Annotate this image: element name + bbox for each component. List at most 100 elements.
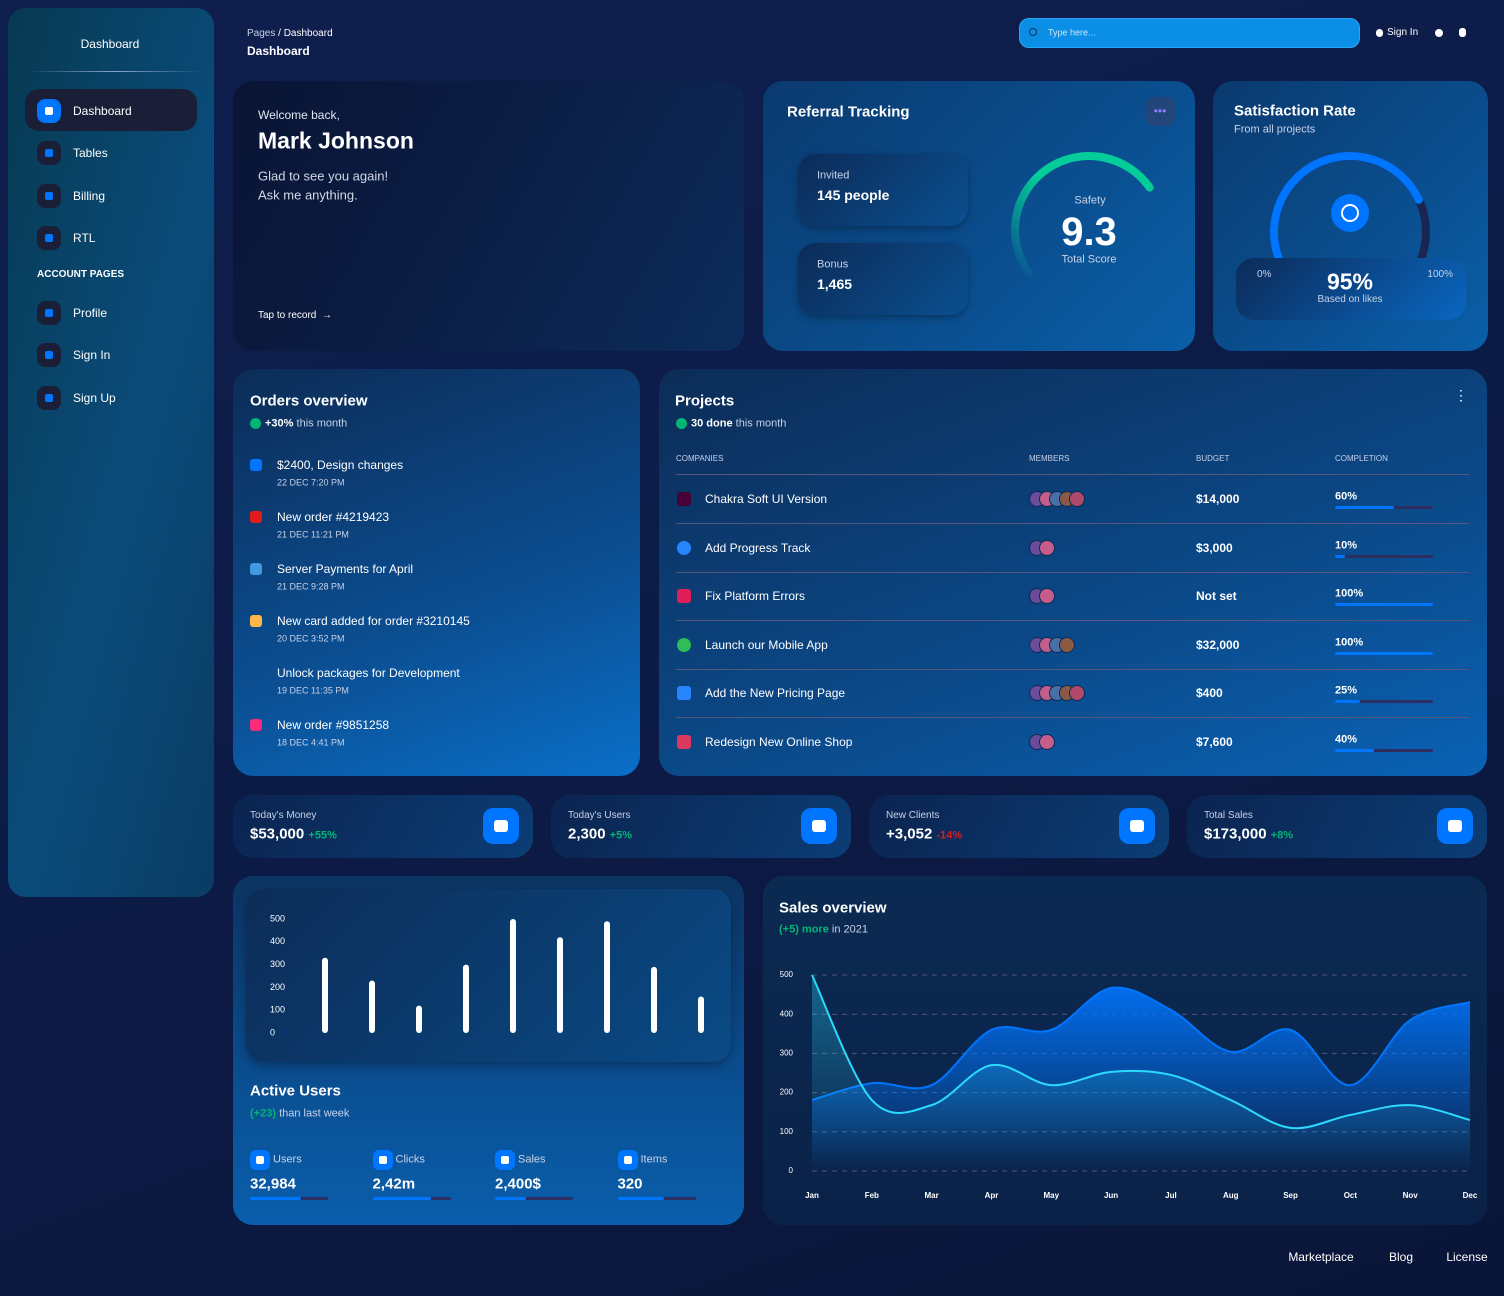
row-rule bbox=[676, 571, 1469, 573]
x-tick-label: Oct bbox=[1344, 1191, 1358, 1200]
nav-item[interactable]: Sign Up bbox=[73, 391, 116, 405]
company-name: Redesign New Online Shop bbox=[705, 735, 853, 749]
order-date: 20 DEC 3:52 PM bbox=[277, 633, 345, 644]
arrow-icon: → bbox=[322, 310, 332, 321]
progress-track bbox=[1335, 554, 1433, 558]
company-name: Launch our Mobile App bbox=[705, 637, 828, 652]
period: in 2021 bbox=[831, 923, 868, 936]
metric-value: 32,984 bbox=[250, 1175, 296, 1193]
completion-label: 100% bbox=[1335, 636, 1364, 649]
progress-bar bbox=[1335, 506, 1394, 509]
order-date: 21 DEC 9:28 PM bbox=[277, 581, 345, 592]
member-avatar bbox=[1039, 539, 1055, 556]
progress-bar bbox=[1335, 603, 1433, 607]
card-title: Sales overview bbox=[779, 899, 887, 917]
y-tick-label: 200 bbox=[270, 982, 285, 992]
footer-link[interactable]: License bbox=[1446, 1250, 1488, 1264]
nav-item[interactable]: Profile bbox=[73, 306, 108, 320]
more-button[interactable] bbox=[1146, 97, 1175, 126]
x-tick-label: Feb bbox=[865, 1191, 879, 1200]
y-tick-label: 100 bbox=[780, 1127, 794, 1136]
stat-value: 145 people bbox=[817, 187, 890, 203]
x-tick-label: May bbox=[1043, 1191, 1059, 1200]
metric-bar bbox=[495, 1197, 527, 1200]
welcome-message: Glad to see you again! bbox=[258, 168, 389, 184]
y-tick-label: 500 bbox=[270, 913, 285, 923]
x-tick-label: Mar bbox=[925, 1191, 939, 1200]
company-name: Fix Platform Errors bbox=[705, 589, 806, 604]
order-title: New order #9851258 bbox=[277, 718, 390, 732]
stat-change: -14% bbox=[936, 829, 963, 842]
order-title: New order #4219423 bbox=[277, 510, 390, 524]
invited-box bbox=[798, 154, 968, 226]
footer-link[interactable]: Blog bbox=[1388, 1250, 1414, 1264]
order-date: 21 DEC 11:21 PM bbox=[277, 529, 349, 540]
breadcrumb: Pages / Dashboard bbox=[247, 29, 333, 39]
company-logo bbox=[677, 686, 691, 701]
nav-item[interactable]: Tables bbox=[73, 146, 108, 160]
sidebar bbox=[8, 8, 214, 897]
metric-bar bbox=[250, 1197, 301, 1200]
order-icon bbox=[250, 459, 262, 471]
x-tick-label: Jul bbox=[1165, 1191, 1177, 1200]
budget: $14,000 bbox=[1196, 492, 1240, 506]
nav-item[interactable]: Sign In bbox=[73, 348, 111, 362]
company-name: Chakra Soft UI Version bbox=[705, 492, 828, 506]
completion-label: 60% bbox=[1335, 490, 1358, 503]
check-icon bbox=[250, 418, 261, 429]
nav-item[interactable]: Dashboard bbox=[73, 104, 132, 118]
more-icon[interactable]: ⋮ bbox=[1454, 387, 1468, 403]
search-box[interactable] bbox=[1019, 18, 1360, 48]
gauge-caption: Based on likes bbox=[1317, 294, 1383, 305]
sign-in-link[interactable]: Sign In bbox=[1387, 27, 1419, 38]
search-placeholder[interactable]: Type here... bbox=[1048, 27, 1096, 38]
y-tick-label: 200 bbox=[780, 1088, 794, 1097]
done: 30 done bbox=[691, 417, 733, 430]
metric-track bbox=[495, 1197, 573, 1200]
table-rule bbox=[676, 474, 1469, 475]
bonus-box bbox=[798, 243, 968, 315]
progress-bar bbox=[1335, 554, 1345, 558]
brand: Dashboard bbox=[80, 37, 140, 51]
column-header: BUDGET bbox=[1196, 454, 1230, 463]
nav-glyph bbox=[45, 192, 53, 200]
order-title: $2400, Design changes bbox=[277, 458, 404, 472]
record-link[interactable]: Tap to record bbox=[258, 310, 317, 321]
completion-label: 40% bbox=[1335, 733, 1358, 746]
nav-glyph bbox=[45, 394, 53, 402]
card-subtitle: From all projects bbox=[1234, 123, 1316, 136]
bar bbox=[322, 957, 328, 1033]
metric-bar bbox=[372, 1197, 431, 1200]
y-tick-label: 400 bbox=[270, 936, 285, 946]
y-tick-label: 0 bbox=[789, 1166, 794, 1175]
settings-icon[interactable] bbox=[1435, 29, 1443, 37]
bell-icon[interactable] bbox=[1459, 28, 1466, 37]
member-avatar bbox=[1059, 636, 1075, 653]
search-icon bbox=[1029, 28, 1037, 36]
nav-item[interactable]: RTL bbox=[73, 231, 96, 245]
stat-glyph bbox=[1448, 820, 1462, 832]
card-title: Satisfaction Rate bbox=[1234, 102, 1356, 120]
active-users-summary: (+23) than last week bbox=[250, 1108, 349, 1120]
stat-value: $173,000 bbox=[1204, 825, 1267, 843]
bar bbox=[416, 1005, 422, 1033]
company-logo bbox=[677, 492, 691, 506]
y-tick-label: 300 bbox=[780, 1049, 794, 1058]
safety-gauge bbox=[1011, 152, 1154, 277]
footer-link[interactable]: Marketplace bbox=[1288, 1250, 1354, 1264]
stat-glyph bbox=[1130, 820, 1144, 832]
welcome-message: Ask me anything. bbox=[258, 187, 358, 203]
bar bbox=[651, 966, 657, 1033]
row-rule bbox=[676, 668, 1469, 670]
nav-glyph bbox=[45, 309, 53, 317]
completion-label: 25% bbox=[1335, 684, 1358, 697]
nav-glyph bbox=[45, 234, 53, 242]
metric-bar bbox=[617, 1197, 665, 1200]
x-tick-label: Sep bbox=[1283, 1191, 1298, 1200]
sales-summary: (+5) more in 2021 bbox=[779, 923, 868, 936]
nav-item[interactable]: Billing bbox=[73, 189, 106, 203]
progress-bar bbox=[1335, 749, 1375, 752]
projects-summary: 30 done this month bbox=[691, 417, 786, 430]
metric-glyph bbox=[256, 1156, 264, 1164]
bar bbox=[698, 996, 704, 1033]
